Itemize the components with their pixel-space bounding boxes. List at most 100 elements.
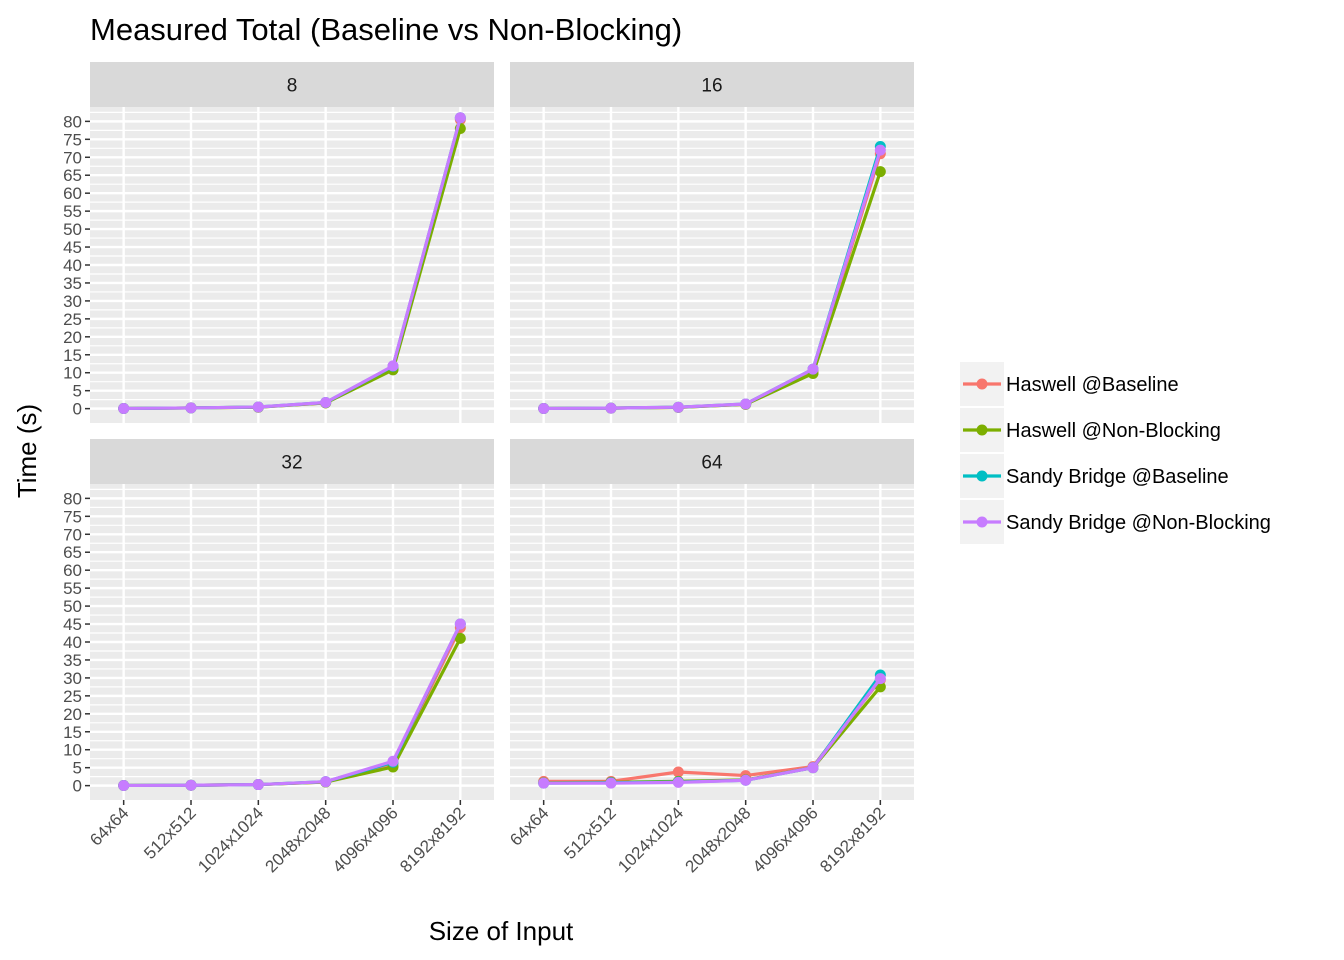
- x-tick-label: 4096x4096: [329, 803, 402, 876]
- data-point: [387, 755, 399, 767]
- y-tick-label: 30: [63, 669, 82, 688]
- data-point: [387, 360, 399, 372]
- series-line: [123, 623, 462, 788]
- y-tick-label: 40: [63, 633, 82, 652]
- series-line: [543, 677, 882, 785]
- legend-label: Sandy Bridge @Baseline: [1006, 466, 1229, 488]
- data-point: [185, 779, 197, 791]
- x-tick-label: 8192x8192: [816, 803, 889, 876]
- x-tick-label: 8192x8192: [396, 803, 469, 876]
- x-tick-label: 512x512: [140, 803, 200, 863]
- facet-panel-16: 16: [510, 62, 914, 423]
- y-tick-label: 40: [63, 256, 82, 275]
- x-tick-label: 64x64: [86, 803, 132, 849]
- facet-strip: [90, 439, 494, 484]
- data-point: [672, 766, 684, 778]
- y-tick-label: 80: [63, 489, 82, 508]
- y-tick-label: 75: [63, 507, 82, 526]
- y-tick-label: 50: [63, 220, 82, 239]
- data-point: [118, 402, 130, 414]
- data-point: [454, 112, 466, 124]
- facet-strip: [510, 62, 914, 107]
- data-point: [252, 401, 264, 413]
- data-point: [252, 779, 264, 791]
- data-point: [118, 779, 130, 791]
- legend-label: Haswell @Non-Blocking: [1006, 420, 1221, 442]
- data-point: [672, 401, 684, 413]
- legend-item: Sandy Bridge @Non-Blocking: [960, 500, 1271, 544]
- series-line: [123, 117, 462, 411]
- y-tick-label: 35: [63, 274, 82, 293]
- chart-title: Measured Total (Baseline vs Non-Blocking…: [90, 12, 682, 47]
- y-tick-label: 30: [63, 292, 82, 311]
- data-point: [320, 776, 332, 788]
- data-point: [807, 762, 819, 774]
- y-tick-label: 0: [73, 777, 82, 796]
- data-point: [740, 774, 752, 786]
- y-tick-label: 15: [63, 346, 82, 365]
- y-tick-label: 5: [73, 382, 82, 401]
- x-tick-label: 4096x4096: [749, 803, 822, 876]
- legend-label: Haswell @Baseline: [1006, 374, 1179, 396]
- facet-grid: 8051015202530354045505560657075801632051…: [63, 62, 914, 876]
- y-tick-label: 10: [63, 364, 82, 383]
- legend-key-point: [976, 470, 988, 482]
- y-tick-label: 70: [63, 525, 82, 544]
- y-tick-label: 55: [63, 202, 82, 221]
- facet-strip: [510, 439, 914, 484]
- data-point: [454, 618, 466, 630]
- legend-key-point: [976, 378, 988, 390]
- x-tick-label: 64x64: [506, 803, 552, 849]
- x-tick-label: 1024x1024: [194, 803, 267, 876]
- data-point: [672, 776, 684, 788]
- x-tick-label: 2048x2048: [682, 803, 755, 876]
- legend-key-point: [976, 516, 988, 528]
- y-tick-label: 10: [63, 741, 82, 760]
- y-tick-label: 45: [63, 615, 82, 634]
- legend-item: Sandy Bridge @Baseline: [960, 454, 1229, 498]
- facet-strip-label: 64: [701, 453, 723, 474]
- facet-strip-label: 32: [281, 453, 302, 474]
- y-tick-label: 75: [63, 130, 82, 149]
- y-axis-title: Time (s): [12, 404, 42, 498]
- y-tick-label: 70: [63, 148, 82, 167]
- data-point: [185, 402, 197, 414]
- data-point: [740, 398, 752, 410]
- y-tick-label: 15: [63, 723, 82, 742]
- y-tick-label: 35: [63, 651, 82, 670]
- y-tick-label: 65: [63, 543, 82, 562]
- data-point: [605, 402, 617, 414]
- x-tick-label: 1024x1024: [614, 803, 687, 876]
- legend: Haswell @Baseline Haswell @Non-Blocking Sa…: [960, 362, 1271, 544]
- facet-strip-label: 8: [287, 76, 298, 97]
- data-point: [874, 673, 886, 685]
- y-tick-label: 50: [63, 597, 82, 616]
- y-tick-label: 65: [63, 166, 82, 185]
- data-point: [874, 166, 886, 178]
- facet-strip-label: 16: [701, 76, 722, 97]
- legend-key-point: [976, 424, 988, 436]
- y-tick-label: 5: [73, 759, 82, 778]
- series-line: [543, 149, 882, 411]
- y-tick-label: 80: [63, 112, 82, 131]
- facet-panel-64: 64 64x64 512x5121024x10242048x20484096x409…: [506, 439, 914, 876]
- y-tick-label: 20: [63, 328, 82, 347]
- x-axis-title: Size of Input: [429, 916, 574, 946]
- y-tick-label: 60: [63, 184, 82, 203]
- data-point: [605, 777, 617, 789]
- data-point: [454, 632, 466, 644]
- x-tick-label: 2048x2048: [262, 803, 335, 876]
- data-point: [320, 397, 332, 409]
- y-tick-label: 25: [63, 310, 82, 329]
- x-tick-label: 512x512: [560, 803, 620, 863]
- facet-strip: [90, 62, 494, 107]
- data-point: [874, 144, 886, 156]
- y-tick-label: 0: [73, 400, 82, 419]
- y-tick-label: 60: [63, 561, 82, 580]
- data-point: [538, 402, 550, 414]
- y-tick-label: 25: [63, 687, 82, 706]
- legend-item: Haswell @Non-Blocking: [960, 408, 1221, 452]
